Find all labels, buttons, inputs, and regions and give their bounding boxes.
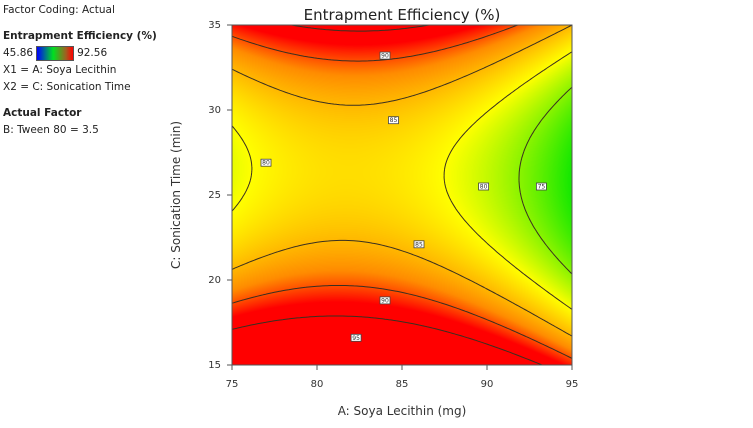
contour-label: 85 [415,241,423,248]
y-axis-title: C: Sonication Time (min) [169,121,183,269]
x-tick-label: 75 [226,379,239,390]
x-tick-label: 85 [396,379,409,390]
y-tick-label: 25 [208,190,221,201]
contour-label-box [413,240,425,249]
y-tick-label: 20 [208,275,221,286]
contour-label: 90 [381,53,389,60]
colorbar: 45.86 92.56 [3,45,157,62]
contour-label-box [388,116,399,125]
contour-lines [231,24,573,366]
x-tick-label: 80 [311,379,324,390]
contour-label-box [350,333,362,342]
colorbar-min-label: 45.86 [3,47,34,59]
x1-factor-label: X1 = A: Soya Lecithin [3,64,117,76]
y-tick-label: 15 [208,360,221,371]
x-axis-title: A: Soya Lecithin (mg) [338,404,467,418]
contour-label: 75 [538,184,546,191]
contour-label: 80 [262,160,270,167]
contour-line-75 [518,86,573,275]
colorbar-gradient [36,46,75,61]
x2-factor-label: X2 = C: Sonication Time [3,81,131,93]
response-title: Entrapment Efficiency (%) [3,30,157,42]
legend-panel: Factor Coding: Actual Entrapment Efficie… [3,2,157,139]
contour-label-box [379,51,391,60]
chart-title: Entrapment Efficiency (%) [304,6,501,24]
x-axis: 75 80 85 90 95 [226,365,579,390]
colorbar-max-label: 92.56 [77,47,108,59]
contour-line-95 [231,24,543,366]
y-axis: 15 20 25 30 35 [208,20,232,371]
y-tick-label: 35 [208,20,221,31]
contour-line-80 [231,51,573,310]
heatmap-surface [232,25,572,365]
contour-line-90 [231,24,573,359]
contour-line-85 [231,24,573,337]
x-tick-label: 95 [566,379,579,390]
contour-labels: 90 85 80 80 75 85 90 95 [260,51,547,342]
contour-label-box [536,182,547,191]
contour-label: 80 [480,184,488,191]
contour-label: 85 [390,117,398,124]
contour-label-box [478,182,490,191]
contour-label: 95 [352,335,360,342]
x-tick-label: 90 [481,379,494,390]
contour-label: 90 [381,297,389,304]
actual-factor-title: Actual Factor [3,107,82,119]
contour-label-box [260,158,272,167]
factor-coding-label: Factor Coding: Actual [3,4,115,16]
y-tick-label: 30 [208,105,221,116]
actual-factor-value: B: Tween 80 = 3.5 [3,124,99,136]
contour-label-box [379,296,391,305]
